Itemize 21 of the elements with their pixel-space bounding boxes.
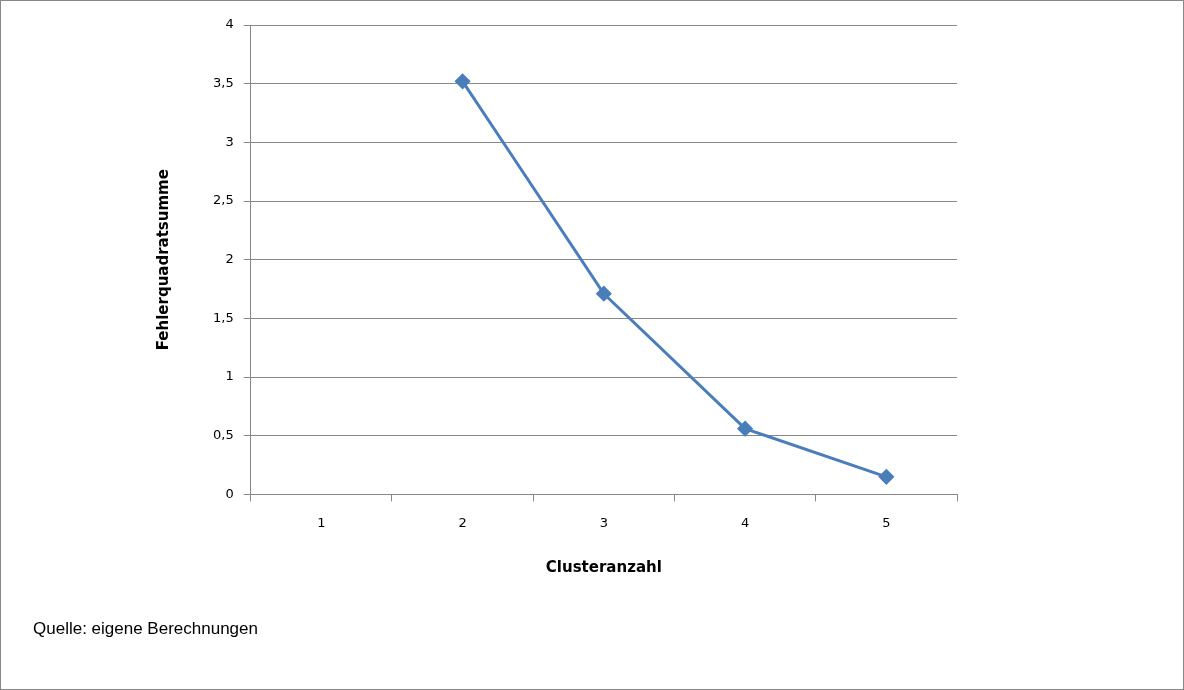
x-tick-label: 3 — [599, 514, 608, 530]
point — [878, 469, 894, 485]
y-tick-label: 2 — [225, 251, 234, 267]
point — [737, 421, 753, 437]
y-tick-label: 2,5 — [212, 192, 234, 208]
y-tick-label: 4 — [225, 16, 234, 32]
x-tick-label: 4 — [740, 514, 750, 530]
point — [455, 73, 471, 89]
y-tick-label: 0,5 — [212, 427, 234, 443]
y-tick-label: 3,5 — [212, 75, 234, 91]
y-tick-label: 1 — [225, 368, 234, 384]
x-tick-label: 5 — [882, 514, 891, 530]
y-tick-label: 0 — [225, 485, 234, 501]
y-tick-label: 3 — [225, 133, 234, 149]
y-axis-title: Fehlerquadratsumme — [153, 169, 172, 351]
x-axis-title: Clusteranzahl — [545, 557, 662, 576]
point — [596, 286, 612, 302]
x-tick-label: 1 — [317, 514, 326, 530]
x-tick-label: 2 — [458, 514, 467, 530]
y-tick-label: 1,5 — [212, 309, 234, 325]
source-note: Quelle: eigene Berechnungen — [33, 619, 258, 639]
